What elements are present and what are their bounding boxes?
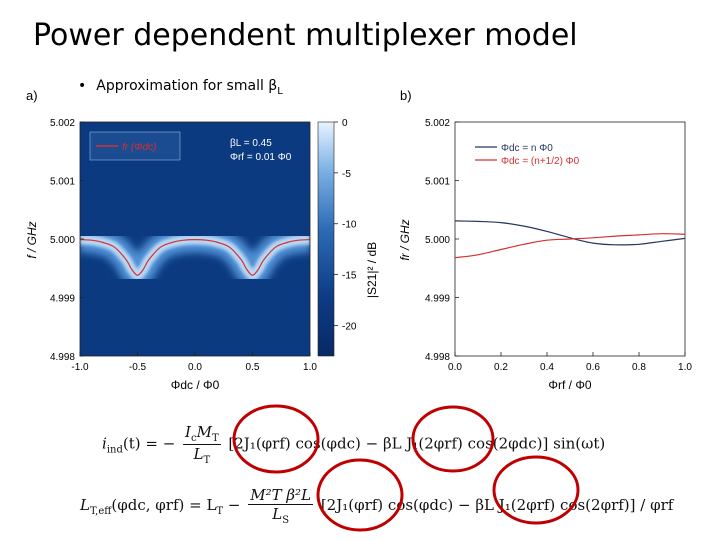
- chart-a-heatmap: fr (Φdc) βL = 0.45 Φrf = 0.01 Φ0 0 -5 -10 -…: [25, 118, 379, 392]
- colorbar-tick-label: -5: [342, 169, 351, 180]
- eq1-lhs-sub: ind: [106, 444, 123, 456]
- eq2-body: [2J₁(φrf) cos(φdc) − βL J₁(2φrf) cos(2φr…: [320, 496, 674, 514]
- eq2-den-l-sub: S: [282, 515, 290, 526]
- panel-b-label: b): [400, 88, 412, 103]
- eq1-num-m: M: [196, 423, 212, 441]
- param-phirf: Φrf = 0.01 Φ0: [230, 152, 292, 163]
- eq1-den-l-sub: T: [203, 455, 211, 466]
- eq2-lhs: L: [80, 496, 90, 514]
- chart-b-xtick-label: 0.2: [494, 362, 508, 373]
- eq1-frac-num: IcMT: [183, 423, 221, 445]
- chart-b-xtick-label: 0.0: [448, 362, 462, 373]
- chart-b-xtick-label: 0.4: [540, 362, 554, 373]
- chart-b-ytick-label: 5.002: [425, 118, 450, 129]
- colorbar-tick-label: 0: [342, 118, 348, 129]
- bullet-dot: •: [78, 78, 87, 94]
- chart-b-ylabel: fr / GHz: [398, 219, 412, 260]
- chart-b-ytick-label: 5.001: [425, 177, 450, 188]
- chart-a-xlabel: Φdc / Φ0: [171, 378, 220, 392]
- chart-b-ytick-label: 4.999: [425, 294, 450, 305]
- chart-a-ytick-label: 4.998: [50, 352, 75, 363]
- colorbar-label: |S21|² / dB: [365, 242, 379, 298]
- chart-a-xtick-label: 1.0: [303, 362, 317, 373]
- colorbar: [317, 121, 335, 357]
- eq1-num-m-sub: T: [211, 433, 219, 444]
- panel-a-label: a): [26, 88, 38, 103]
- series-fr-line: [80, 238, 310, 276]
- eq1-num-i-sub: c: [190, 433, 197, 444]
- eq1-frac-den: LT: [183, 445, 221, 466]
- chart-b-series-1: [454, 233, 686, 259]
- chart-b-xlabel: Φrf / Φ0: [548, 378, 591, 392]
- equation-effective-inductance: LT,eff(φdc, φrf) = LT − M²T β²L LS [2J₁(…: [80, 486, 673, 526]
- chart-b-xtick-label: 0.6: [586, 362, 600, 373]
- chart-b-ytick-label: 4.998: [425, 352, 450, 363]
- eq1-fraction: IcMT LT: [183, 423, 221, 466]
- chart-a-xtick-label: -1.0: [71, 362, 89, 373]
- eq2-frac-den: LS: [248, 505, 313, 526]
- eq1-body: [2J₁(φrf) cos(φdc) − βL J₁(2φrf) cos(2φd…: [228, 434, 606, 453]
- eq2-args: (φdc, φrf) = L: [111, 496, 217, 514]
- bullet-subscript: L: [277, 85, 283, 97]
- chart-a-xtick-label: 0.0: [188, 362, 202, 373]
- eq1-lhs: i: [102, 434, 107, 453]
- chart-b-ytick-label: 5.000: [425, 235, 450, 246]
- bullet-text: Approximation for small β: [96, 78, 278, 94]
- colorbar-tick-label: -15: [342, 271, 357, 282]
- chart-b-series-0: [454, 220, 686, 246]
- chart-a-xtick-label: 0.5: [246, 362, 260, 373]
- eq1-den-l: L: [193, 445, 204, 463]
- bullet-point: • Approximation for small βL: [78, 78, 283, 97]
- param-beta: βL = 0.45: [230, 138, 272, 149]
- slide-title: Power dependent multiplexer model: [33, 18, 578, 53]
- chart-b-line: Φdc = n Φ0 Φdc = (n+1/2) Φ0 0.0 0.2 0.4 0.6…: [398, 118, 692, 392]
- eq2-fraction: M²T β²L LS: [248, 486, 314, 526]
- equation-induced-current: iind(t) = − IcMT LT [2J₁(φrf) cos(φdc) −…: [102, 423, 605, 466]
- chart-a-ytick-label: 5.001: [50, 177, 75, 188]
- eq2-frac-num: M²T β²L: [248, 486, 314, 505]
- eq1-num-i: I: [185, 423, 191, 441]
- chart-b-xtick-label: 0.8: [632, 362, 646, 373]
- colorbar-tick-label: -10: [342, 220, 357, 231]
- chart-a-ytick-label: 4.999: [50, 294, 75, 305]
- chart-a-ytick-label: 5.002: [50, 118, 75, 129]
- eq2-lhs-sub: T,eff: [89, 506, 112, 517]
- legend-label-n: Φdc = n Φ0: [501, 143, 553, 154]
- chart-b-xtick-label: 1.0: [678, 362, 692, 373]
- eq1-rest: (t) = −: [122, 434, 176, 453]
- legend-label-fr: fr (Φdc): [122, 142, 156, 153]
- chart-a-xtick-label: -0.5: [129, 362, 147, 373]
- chart-a-ylabel: f / GHz: [25, 221, 39, 258]
- colorbar-tick-label: -20: [342, 321, 357, 332]
- eq2-args-sub: T: [216, 506, 224, 517]
- legend-label-half: Φdc = (n+1/2) Φ0: [501, 156, 580, 167]
- eq2-minus: −: [227, 496, 241, 514]
- chart-a-ytick-label: 5.000: [50, 235, 75, 246]
- eq2-den-l: L: [272, 505, 283, 523]
